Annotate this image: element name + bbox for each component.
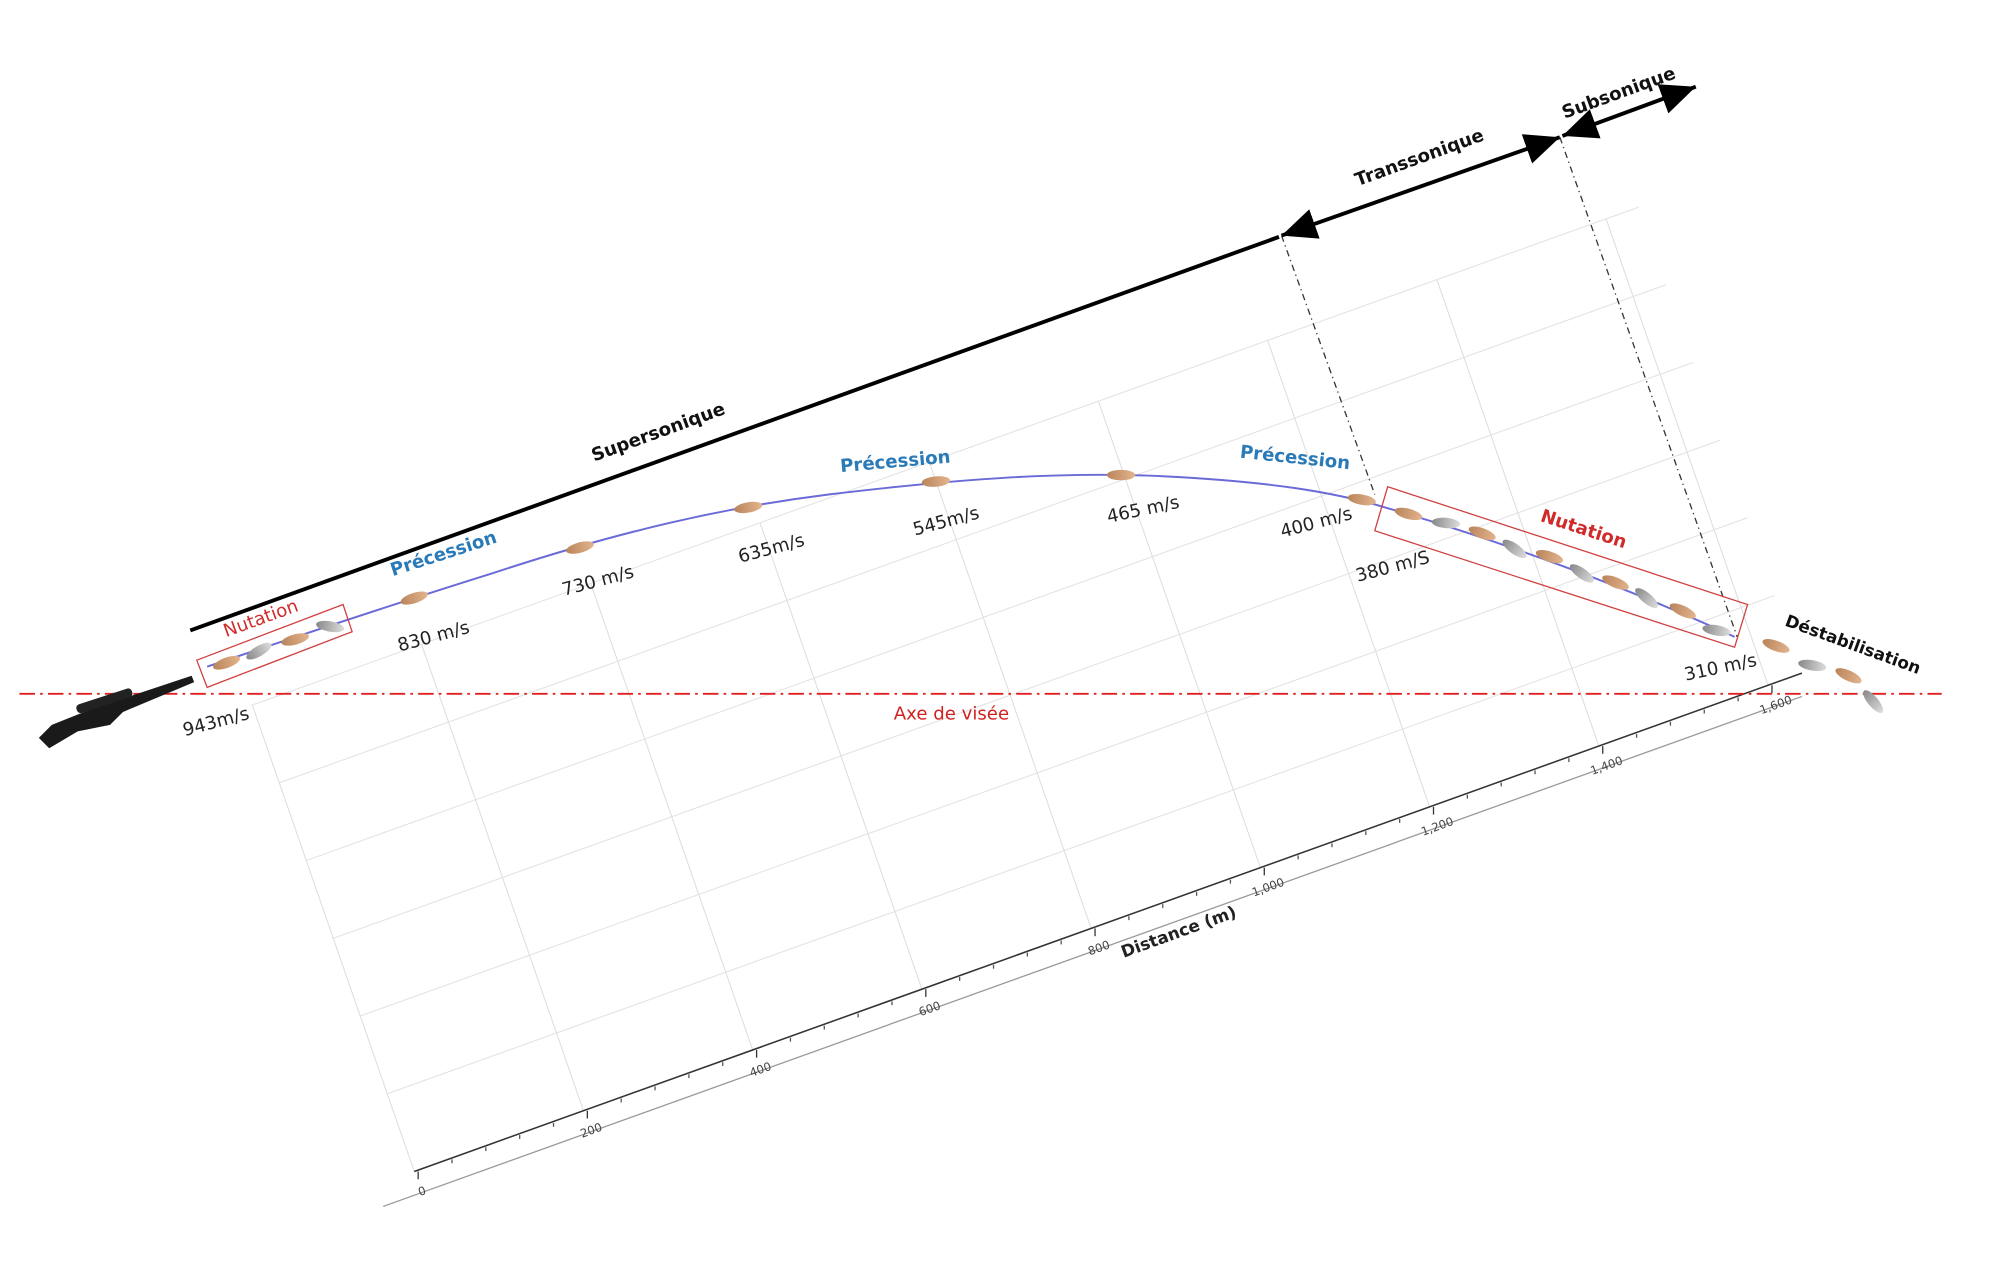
bullet <box>1835 668 1862 684</box>
speed-label: 400 m/s <box>1278 503 1354 542</box>
bullet <box>1394 507 1423 521</box>
tick-label: 800 <box>1086 938 1112 959</box>
grid-line <box>278 284 1667 784</box>
regime-label: Supersonique <box>589 398 728 466</box>
speed-label: 635m/s <box>736 530 807 568</box>
nutation-box <box>195 603 353 689</box>
bullet <box>281 633 309 646</box>
bullet <box>1702 624 1731 637</box>
speed-label: 380 m/S <box>1354 547 1432 587</box>
trajectory <box>206 473 1736 668</box>
nutation-box <box>1373 485 1749 649</box>
grid <box>250 206 1775 1172</box>
bullet <box>1347 493 1376 506</box>
subsonic-arrow <box>1561 84 1697 139</box>
phase-label: Précession <box>1239 442 1351 474</box>
bullet <box>1502 539 1527 559</box>
bullet <box>1106 469 1136 481</box>
bullet <box>1798 659 1827 672</box>
speed-label: 465 m/s <box>1105 492 1181 528</box>
distance-axis <box>413 672 1803 1173</box>
tick-label: 1,200 <box>1419 814 1455 839</box>
bullet <box>400 591 428 605</box>
bullet <box>246 642 272 660</box>
grid-line <box>386 594 1775 1095</box>
rifle <box>38 675 195 749</box>
supersonic-arrow <box>189 235 1280 633</box>
grid-line <box>332 439 1721 939</box>
bullet <box>1762 639 1790 653</box>
bullet <box>213 655 241 670</box>
tick-label: 400 <box>748 1059 774 1080</box>
axis-base <box>382 695 1803 1208</box>
tick-label: 1,600 <box>1758 693 1794 718</box>
phase-label: Nutation <box>1538 506 1629 554</box>
axis-title: Distance (m) <box>1118 901 1239 961</box>
bullet <box>316 620 345 633</box>
bullet <box>1635 588 1658 609</box>
bullet <box>1535 550 1564 564</box>
axis-ticks: 0 200 400 600 800 1,000 1,200 1,400 1,600 <box>416 685 1794 1199</box>
speed-label: 943m/s <box>181 703 252 741</box>
tick-label: 1,400 <box>1588 753 1624 778</box>
regime-label: Transsonique <box>1352 125 1487 191</box>
bullet <box>566 541 594 554</box>
tick-label: 1,000 <box>1250 875 1286 900</box>
bullet <box>921 476 951 487</box>
transonic-arrow <box>1280 134 1561 239</box>
grid-line <box>359 517 1748 1017</box>
grid-line <box>250 206 1639 706</box>
bullet <box>1431 517 1461 529</box>
grid-line <box>305 361 1694 862</box>
bullet <box>1468 526 1496 541</box>
bullets <box>213 469 1884 714</box>
bullet <box>1602 575 1629 590</box>
bullet <box>1863 690 1884 714</box>
tick-label: 0 <box>416 1183 428 1199</box>
tick-label: 200 <box>578 1120 604 1141</box>
bullet <box>1569 564 1594 583</box>
speed-label: 310 m/s <box>1682 650 1758 686</box>
tick-label: 600 <box>917 998 943 1019</box>
speed-label: 830 m/s <box>395 617 471 656</box>
subsonic-boundary <box>1559 136 1738 638</box>
bullet <box>1669 603 1696 619</box>
bullet <box>734 501 763 514</box>
phase-label: Précession <box>839 447 951 478</box>
phase-label: Nutation <box>221 596 301 642</box>
speed-label: 730 m/s <box>560 561 636 600</box>
line-of-sight-label: Axe de visée <box>894 704 1009 725</box>
